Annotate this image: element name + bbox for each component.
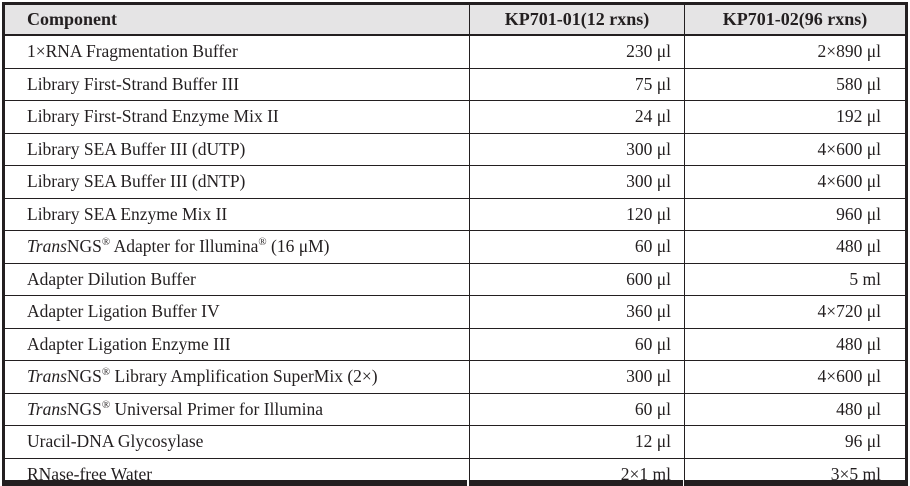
component-cell: 1×RNA Fragmentation Buffer — [3, 34, 470, 69]
quantity-cell-96rxns: 5 ml — [684, 262, 907, 296]
component-name-segment: Library SEA Buffer III (dNTP) — [27, 171, 246, 192]
registered-trademark-symbol: ® — [101, 366, 111, 379]
component-cell: TransNGS® Library Amplification SuperMix… — [3, 360, 470, 394]
quantity-cell-96rxns: 192 μl — [684, 100, 907, 134]
component-name-segment: Library First-Strand Enzyme Mix II — [27, 106, 279, 127]
table-row: RNase-free Water 2×1 ml 3×5 ml — [3, 457, 907, 486]
component-name-segment: Library Amplification SuperMix (2×) — [110, 366, 378, 387]
quantity-cell-96rxns: 960 μl — [684, 197, 907, 231]
bottom-border-segment — [2, 480, 467, 486]
component-name-segment: Adapter Ligation Buffer IV — [27, 301, 220, 322]
table-bottom-border — [2, 480, 905, 486]
quantity-cell-12rxns: 230 μl — [469, 34, 685, 69]
table-row: Library First-Strand Buffer III 75 μl 580 … — [3, 67, 907, 101]
quantity-cell-12rxns: 300 μl — [469, 360, 685, 394]
component-name-segment: Trans — [27, 236, 67, 257]
quantity-cell-12rxns: 300 μl — [469, 132, 685, 166]
quantity-cell-96rxns: 480 μl — [684, 327, 907, 361]
component-name-segment: Adapter Dilution Buffer — [27, 268, 196, 289]
component-name-segment: Trans — [27, 366, 67, 387]
table-body: 1×RNA Fragmentation Buffer 230 μl 2×890 μl… — [3, 34, 907, 486]
component-cell: Adapter Ligation Enzyme III — [3, 327, 470, 361]
quantity-cell-12rxns: 24 μl — [469, 100, 685, 134]
component-cell: TransNGS® Universal Primer for Illumina — [3, 392, 470, 426]
component-cell: Adapter Dilution Buffer — [3, 262, 470, 296]
quantity-cell-12rxns: 300 μl — [469, 165, 685, 199]
quantity-cell-12rxns: 120 μl — [469, 197, 685, 231]
table-header: Component KP701-01(12 rxns) KP701-02(96 … — [3, 3, 907, 36]
component-name-segment: Adapter Ligation Enzyme III — [27, 333, 231, 354]
table-row: TransNGS® Library Amplification SuperMix… — [3, 360, 907, 394]
registered-trademark-symbol: ® — [258, 236, 267, 249]
registered-trademark-symbol: ® — [101, 236, 111, 249]
quantity-cell-12rxns: 60 μl — [469, 392, 685, 426]
quantity-cell-12rxns: 60 μl — [469, 230, 685, 264]
component-cell: Adapter Ligation Buffer IV — [3, 295, 470, 329]
column-header-kp701-01: KP701-01(12 rxns) — [469, 3, 685, 36]
component-name-segment: (16 μM) — [266, 236, 330, 257]
component-cell: Library First-Strand Enzyme Mix II — [3, 100, 470, 134]
quantity-cell-96rxns: 96 μl — [684, 425, 907, 459]
component-name-segment: 1×RNA Fragmentation Buffer — [27, 41, 238, 62]
table-row: Adapter Ligation Enzyme III 60 μl 480 μl — [3, 327, 907, 361]
quantity-cell-12rxns: 60 μl — [469, 327, 685, 361]
component-name-segment: Library SEA Buffer III (dUTP) — [27, 138, 246, 159]
component-cell: TransNGS® Adapter for Illumina® (16 μM) — [3, 230, 470, 264]
quantity-cell-12rxns: 360 μl — [469, 295, 685, 329]
component-name-segment: NGS — [66, 236, 102, 257]
table-row: Library SEA Buffer III (dUTP) 300 μl 4×600… — [3, 132, 907, 166]
component-name-segment: Library SEA Enzyme Mix II — [27, 203, 228, 224]
component-name-segment: Uracil-DNA Glycosylase — [27, 431, 204, 452]
quantity-cell-96rxns: 4×600 μl — [684, 360, 907, 394]
component-name-segment: Adapter for Illumina — [110, 236, 259, 257]
quantity-cell-12rxns: 600 μl — [469, 262, 685, 296]
table-row: TransNGS® Adapter for Illumina® (16 μM) 6… — [3, 230, 907, 264]
component-cell: Library First-Strand Buffer III — [3, 67, 470, 101]
table-row: TransNGS® Universal Primer for Illumina 6… — [3, 392, 907, 426]
quantity-cell-96rxns: 4×720 μl — [684, 295, 907, 329]
bottom-border-segment — [685, 480, 905, 486]
column-header-kp701-02: KP701-02(96 rxns) — [684, 3, 907, 36]
component-name-segment: NGS — [66, 366, 102, 387]
quantity-cell-12rxns: 75 μl — [469, 67, 685, 101]
quantity-cell-96rxns: 480 μl — [684, 230, 907, 264]
table-row: Uracil-DNA Glycosylase 12 μl 96 μl — [3, 425, 907, 459]
component-name-segment: Trans — [27, 398, 67, 419]
column-header-component: Component — [3, 3, 470, 36]
table-row: 1×RNA Fragmentation Buffer 230 μl 2×890 μl — [3, 34, 907, 69]
table-row: Library SEA Enzyme Mix II 120 μl 960 μl — [3, 197, 907, 231]
component-cell: Library SEA Buffer III (dNTP) — [3, 165, 470, 199]
table-row: Library SEA Buffer III (dNTP) 300 μl 4×600… — [3, 165, 907, 199]
quantity-cell-96rxns: 480 μl — [684, 392, 907, 426]
quantity-cell-12rxns: 12 μl — [469, 425, 685, 459]
quantity-cell-96rxns: 580 μl — [684, 67, 907, 101]
table-row: Adapter Ligation Buffer IV 360 μl 4×720 μl — [3, 295, 907, 329]
quantity-cell-96rxns: 4×600 μl — [684, 165, 907, 199]
registered-trademark-symbol: ® — [101, 398, 111, 411]
component-name-segment: RNase-free Water — [27, 463, 153, 484]
component-cell: Uracil-DNA Glycosylase — [3, 425, 470, 459]
quantity-cell-96rxns: 4×600 μl — [684, 132, 907, 166]
component-name-segment: NGS — [66, 398, 102, 419]
component-name-segment: Universal Primer for Illumina — [110, 398, 324, 419]
table-row: Adapter Dilution Buffer 600 μl 5 ml — [3, 262, 907, 296]
component-cell: Library SEA Enzyme Mix II — [3, 197, 470, 231]
component-name-segment: Library First-Strand Buffer III — [27, 73, 240, 94]
component-cell: Library SEA Buffer III (dUTP) — [3, 132, 470, 166]
bottom-border-segment — [469, 480, 683, 486]
header-row: Component KP701-01(12 rxns) KP701-02(96 … — [3, 3, 907, 36]
table-row: Library First-Strand Enzyme Mix II 24 μl 1… — [3, 100, 907, 134]
quantity-cell-96rxns: 2×890 μl — [684, 34, 907, 69]
